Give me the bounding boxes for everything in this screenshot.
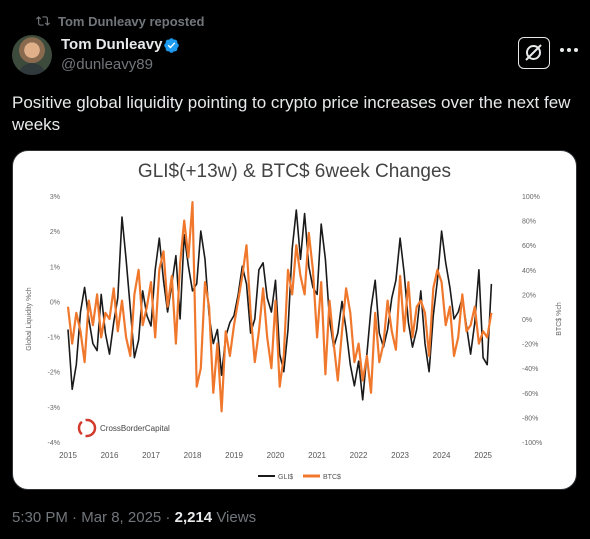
right-tick-label: -60% (522, 391, 538, 398)
more-icon (560, 48, 578, 52)
series-line-gli (67, 209, 493, 401)
more-options-button[interactable] (558, 40, 580, 60)
right-tick-label: -40% (522, 366, 538, 373)
right-tick-label: 100% (522, 194, 540, 201)
right-axis-label: BTC$ %ch (556, 302, 563, 336)
left-tick-label: -3% (48, 405, 60, 412)
right-tick-label: 20% (522, 292, 536, 299)
x-tick-label: 2018 (184, 451, 202, 460)
tweet-time[interactable]: 5:30 PM (12, 509, 68, 526)
left-axis-label: Global Liquidity %ch (26, 287, 33, 351)
x-tick-label: 2015 (59, 451, 77, 460)
left-tick-label: 0% (50, 299, 60, 306)
author-handle[interactable]: @dunleavy89 (61, 56, 153, 73)
left-tick-label: -1% (48, 335, 60, 342)
left-tick-label: 2% (50, 229, 60, 236)
x-tick-label: 2025 (474, 451, 492, 460)
x-tick-label: 2017 (142, 451, 160, 460)
chart-svg: 3% 2% 1% 0% -1% -2% -3% -4% 100% 80% 60% 40% 20% 0% -2… (26, 194, 563, 481)
right-tick-label: 60% (522, 243, 536, 250)
x-tick-label: 2022 (350, 451, 368, 460)
right-tick-label: 80% (522, 219, 536, 226)
avatar[interactable] (12, 35, 52, 75)
logo-icon (77, 418, 97, 438)
tweet-media-chart[interactable]: GLI$(+13w) & BTC$ 6week Changes 3% 2% 1% 0%… (12, 150, 577, 490)
tweet-meta: 5:30 PM · Mar 8, 2025 · 2,214 Views (12, 509, 256, 526)
x-tick-label: 2024 (433, 451, 451, 460)
series-line-btc (66, 200, 493, 413)
chart-title: GLI$(+13w) & BTC$ 6week Changes (137, 161, 452, 182)
right-tick-label: -100% (522, 440, 542, 447)
views-label: Views (212, 509, 257, 526)
right-tick-label: 40% (522, 268, 536, 275)
logo-text: CrossBorderCapital (100, 424, 170, 433)
meta-separator: · (161, 509, 175, 526)
x-tick-label: 2016 (101, 451, 119, 460)
x-tick-label: 2020 (267, 451, 285, 460)
legend-label-btc: BTC$ (323, 474, 341, 481)
x-tick-label: 2023 (391, 451, 409, 460)
right-tick-label: -20% (522, 342, 538, 349)
tweet-date[interactable]: Mar 8, 2025 (81, 509, 162, 526)
left-tick-label: -4% (48, 440, 60, 447)
author-name[interactable]: Tom Dunleavy (61, 36, 163, 53)
repost-icon (36, 16, 50, 26)
right-tick-label: -80% (522, 415, 538, 422)
views-count: 2,214 (174, 509, 213, 526)
repost-label[interactable]: Tom Dunleavy reposted (58, 14, 205, 29)
tweet-text: Positive global liquidity pointing to cr… (12, 93, 571, 134)
x-tick-label: 2021 (308, 451, 326, 460)
grok-button[interactable] (518, 37, 550, 69)
left-tick-label: 3% (50, 194, 60, 201)
left-tick-label: -2% (48, 370, 60, 377)
left-tick-label: 1% (50, 264, 60, 271)
meta-separator: · (67, 509, 82, 526)
legend-label-gli: GLI$ (278, 474, 293, 481)
right-tick-label: 0% (522, 317, 532, 324)
x-tick-label: 2019 (225, 451, 243, 460)
verified-badge-icon (164, 38, 179, 53)
grok-icon (525, 44, 542, 61)
